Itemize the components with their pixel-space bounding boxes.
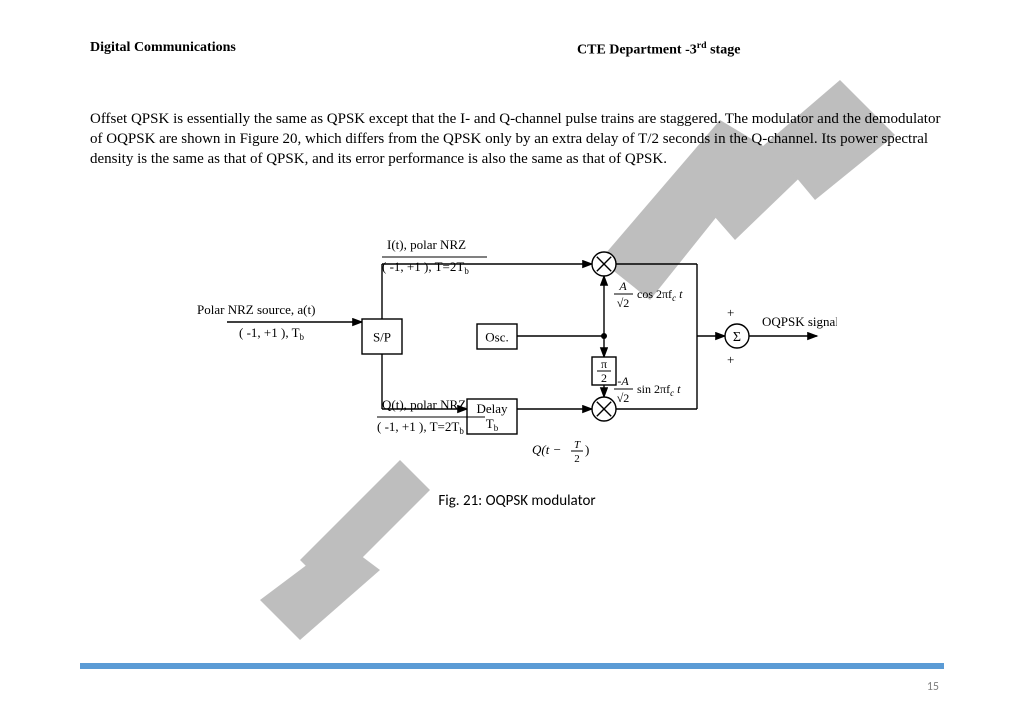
svg-text:Polar NRZ source, a(t): Polar NRZ source, a(t): [197, 302, 315, 317]
svg-text:T: T: [574, 439, 581, 451]
svg-text:sin 2πfc t: sin 2πfc t: [637, 382, 681, 398]
svg-text:cos 2πfc t: cos 2πfc t: [637, 287, 683, 303]
svg-text:( -1, +1 ), T=2Tb: ( -1, +1 ), T=2Tb: [377, 419, 464, 436]
svg-text:+: +: [727, 305, 734, 320]
svg-text:): ): [585, 442, 589, 457]
svg-text:Q(t), polar NRZ: Q(t), polar NRZ: [382, 397, 466, 412]
svg-text:( -1, +1 ), Tb: ( -1, +1 ), Tb: [239, 325, 305, 342]
svg-text:π: π: [601, 357, 607, 371]
svg-text:√2: √2: [617, 391, 630, 405]
footer-bar: [80, 663, 944, 669]
body-paragraph: Offset QPSK is essentially the same as Q…: [90, 109, 944, 170]
svg-text:Osc.: Osc.: [485, 330, 508, 345]
page-header: Digital Communications CTE Department -3…: [90, 40, 944, 59]
svg-text:2: 2: [574, 453, 580, 465]
svg-text:OQPSK signal: OQPSK signal: [762, 314, 837, 329]
svg-text:I(t), polar NRZ: I(t), polar NRZ: [387, 237, 466, 252]
oqpsk-diagram: S/POsc.DelayTbπ2ΣPolar NRZ source, a(t)(…: [197, 209, 837, 510]
svg-text:-A: -A: [617, 374, 629, 388]
header-right: CTE Department -3rd stage: [457, 40, 944, 59]
svg-text:Σ: Σ: [733, 330, 741, 345]
svg-text:Q(t −: Q(t −: [532, 442, 561, 457]
figure-caption: Fig. 21: OQPSK modulator: [197, 492, 837, 510]
svg-text:( -1, +1 ), T=2Tb: ( -1, +1 ), T=2Tb: [382, 259, 469, 276]
svg-text:2: 2: [601, 371, 607, 385]
header-left: Digital Communications: [90, 40, 457, 59]
svg-text:+: +: [727, 352, 734, 367]
page-number: 15: [927, 680, 939, 694]
svg-text:Delay: Delay: [476, 401, 508, 416]
svg-text:√2: √2: [617, 296, 630, 310]
svg-text:S/P: S/P: [373, 330, 391, 345]
svg-text:A: A: [618, 279, 627, 293]
